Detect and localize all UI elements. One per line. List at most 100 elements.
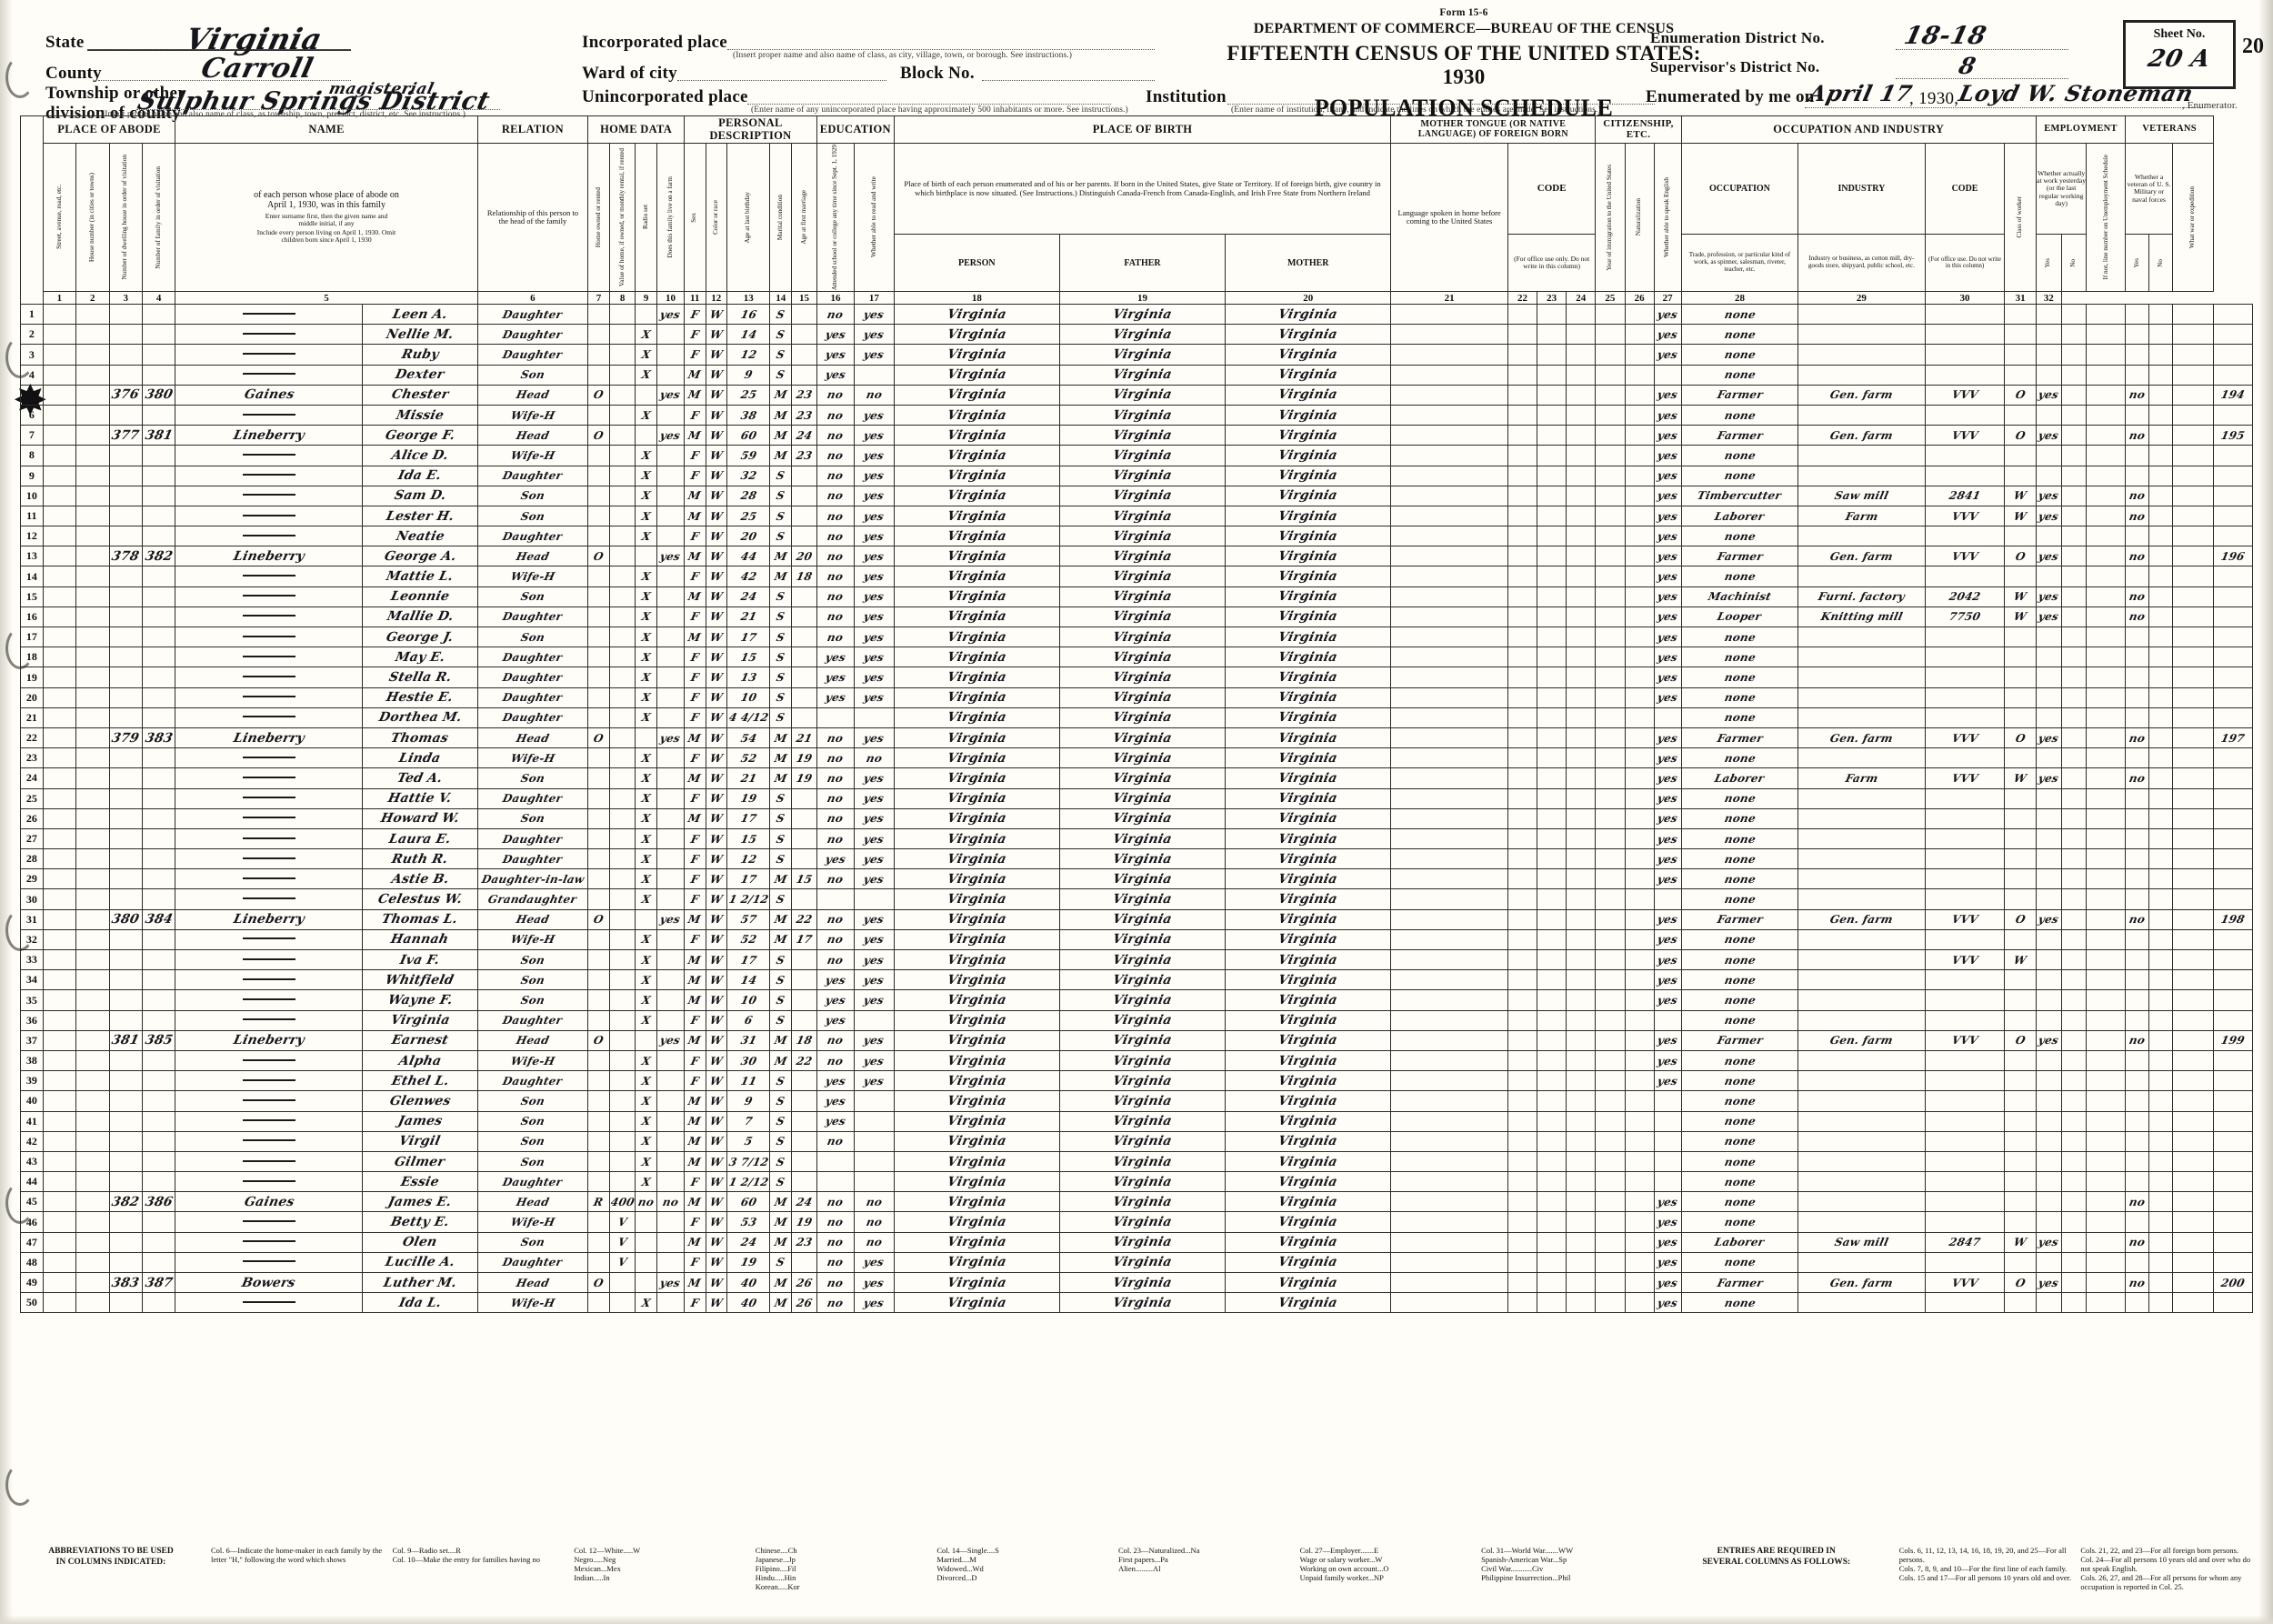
cell-attended-school: no bbox=[816, 586, 856, 607]
table-row[interactable]: 32 Hannah Wife-H X F W 52 M 17 no yes Virginia Virgi… bbox=[20, 928, 2254, 951]
cell-unemployment-line bbox=[2086, 425, 2127, 446]
cell-home-value bbox=[608, 949, 636, 971]
cell-occupation-code bbox=[1924, 868, 2006, 890]
table-row[interactable]: 43 Gilmer Son X M W 3 7/12 S Virginia Virginia Vir… bbox=[20, 1150, 2254, 1173]
table-row[interactable]: 6 Missie Wife-H X F W 38 M 23 no yes Virginia Virgin… bbox=[20, 404, 2254, 426]
table-row[interactable]: 8 Alice D. Wife-H X F W 59 M 23 no yes Virginia Virg… bbox=[20, 445, 2254, 466]
table-row[interactable]: 14 Mattie L. Wife-H X F W 42 M 18 no yes Virginia Vi… bbox=[20, 566, 2254, 587]
enumerated-year-text: , 1930, bbox=[1909, 89, 1959, 108]
table-row[interactable]: 23 Linda Wife-H X F W 52 M 19 no no Virginia Virgini… bbox=[20, 747, 2254, 769]
cell-occupation-code bbox=[1924, 848, 2006, 870]
cell-class-of-worker bbox=[2004, 1251, 2037, 1274]
cell-code-c bbox=[1566, 827, 1597, 850]
cell-naturalization bbox=[1624, 1090, 1655, 1112]
cell-age-at-marriage: 24 bbox=[791, 425, 817, 446]
table-row[interactable]: 46 Betty E. Wife-H V F W 53 M 19 no no Virginia Virg… bbox=[20, 1211, 2254, 1233]
cell-occupation: none bbox=[1680, 364, 1799, 386]
th-naturalization-vert: Naturalization bbox=[1624, 142, 1655, 293]
cell-sex: M bbox=[683, 1191, 706, 1213]
cell-occupation-code bbox=[1924, 627, 2006, 648]
table-row[interactable]: 21 Dorthea M. Daughter X F W 4 4/12 S Virginia Vi… bbox=[20, 707, 2254, 728]
cell-employed-no bbox=[2060, 848, 2088, 870]
cell-code-b bbox=[1537, 304, 1567, 326]
cell-unemployment-line bbox=[2086, 344, 2127, 366]
cell-industry bbox=[1797, 526, 1926, 547]
cell-employed-yes: yes bbox=[2035, 384, 2062, 406]
cell-home-value: V bbox=[608, 1231, 636, 1253]
cell-mother-tongue bbox=[1390, 384, 1508, 406]
row-line-number: 4 bbox=[20, 364, 44, 386]
cell-house bbox=[75, 304, 110, 326]
table-row[interactable]: 44 Essie Daughter X F W 1 2/12 S Virginia Virgini… bbox=[20, 1171, 2254, 1193]
cell-naturalization bbox=[1624, 1049, 1655, 1072]
table-row[interactable]: 50 Ida L. Wife-H X F W 40 M 26 no yes Virginia Virgi… bbox=[20, 1292, 2254, 1314]
cell-veteran-no bbox=[2148, 1292, 2173, 1314]
table-row[interactable]: 24 Ted A. Son X M W 21 M 19 no yes Virginia Virginia… bbox=[20, 767, 2254, 789]
cell-war bbox=[2171, 627, 2214, 648]
cell-code-a bbox=[1507, 465, 1538, 486]
cell-surname bbox=[175, 324, 364, 346]
cell-industry bbox=[1797, 1090, 1926, 1112]
cell-veteran-no bbox=[2148, 586, 2173, 607]
cell-read-write: yes bbox=[854, 1272, 895, 1294]
cell-birthplace-mother: Virginia bbox=[1225, 969, 1392, 991]
cell-naturalization bbox=[1624, 687, 1655, 708]
cell-given-name: Celestus W. bbox=[362, 888, 478, 910]
cell-birthplace-mother: Virginia bbox=[1225, 566, 1392, 587]
cell-birthplace-person: Virginia bbox=[893, 727, 1060, 749]
cell-read-write: yes bbox=[854, 767, 895, 789]
cell-code-a bbox=[1507, 627, 1538, 648]
table-row[interactable]: 29 Astie B. Daughter-in-law X F W 17 M 15 no yes Vi… bbox=[20, 868, 2254, 890]
row-line-number: 50 bbox=[20, 1292, 44, 1314]
cell-veteran-yes bbox=[2125, 627, 2150, 648]
table-row[interactable]: 47 Olen Son V M W 24 M 23 no no Virginia Virginia Vir… bbox=[20, 1231, 2254, 1253]
cell-surname bbox=[175, 767, 364, 789]
cell-home-owned: O bbox=[587, 425, 610, 446]
table-row[interactable]: 38 Alpha Wife-H X F W 30 M 22 no yes Virginia Virgin… bbox=[20, 1049, 2254, 1072]
cell-dwelling-number bbox=[108, 1211, 143, 1233]
cell-occupation: Laborer bbox=[1680, 505, 1799, 527]
table-row[interactable]: 30 Celestus W. Grandaughter X F W 1 2/12 S Virgi… bbox=[20, 888, 2254, 910]
cell-given-name: Glenwes bbox=[362, 1090, 478, 1112]
cell-speak-english: yes bbox=[1653, 505, 1682, 527]
cell-lives-on-farm: yes bbox=[656, 304, 685, 326]
table-row[interactable]: 45 382 386 Gaines James E. Head R 400 no no M W 60 M 2… bbox=[20, 1191, 2254, 1213]
cell-employed-no bbox=[2060, 969, 2088, 991]
cell-employed-no bbox=[2060, 586, 2088, 607]
cell-marital-condition: M bbox=[769, 727, 793, 749]
